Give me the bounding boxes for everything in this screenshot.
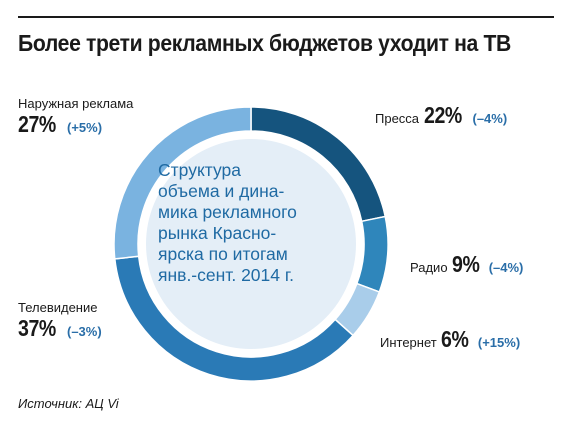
source-note: Источник: АЦ Vi (18, 396, 119, 411)
label-outdoor: Наружная реклама 27% (+5%) (18, 96, 133, 138)
label-radio-change: (–4%) (488, 260, 524, 275)
label-radio: Радио 9% (–4%) (410, 251, 523, 278)
center-disc (146, 139, 356, 349)
label-tv-value: 37% (18, 315, 56, 341)
label-tv: Телевидение 37% (–3%) (18, 300, 102, 342)
center-line: Структура (158, 160, 242, 180)
center-line: рынка Красно- (158, 223, 277, 243)
label-press: Пресса 22% (–4%) (375, 102, 507, 129)
label-radio-name: Радио (410, 260, 448, 275)
center-line: объема и дина- (158, 181, 285, 201)
center-line: мика рекламного (158, 202, 297, 222)
label-internet-change: (+15%) (477, 335, 521, 350)
label-outdoor-change: (+5%) (67, 120, 103, 135)
label-radio-value: 9% (452, 251, 480, 277)
chart-title: Более трети рекламных бюджетов уходит на… (18, 30, 511, 56)
top-rule (18, 16, 554, 18)
center-line: янв.-сент. 2014 г. (158, 265, 294, 285)
center-line: ярска по итогам (158, 244, 288, 264)
label-internet: Интернет 6% (+15%) (380, 326, 520, 353)
slice-radio (355, 215, 389, 293)
label-press-value: 22% (423, 102, 462, 128)
label-press-name: Пресса (375, 111, 420, 126)
label-outdoor-name: Наружная реклама (18, 96, 134, 111)
label-internet-name: Интернет (380, 335, 437, 350)
center-description: Структура объема и дина- мика рекламного… (158, 160, 338, 286)
label-tv-name: Телевидение (18, 300, 98, 315)
label-outdoor-value: 27% (18, 111, 56, 137)
slice-outdoor (113, 106, 252, 260)
label-tv-change: (–3%) (67, 324, 102, 339)
donut-slices (113, 106, 389, 382)
label-press-change: (–4%) (472, 111, 508, 126)
label-internet-value: 6% (441, 326, 469, 352)
